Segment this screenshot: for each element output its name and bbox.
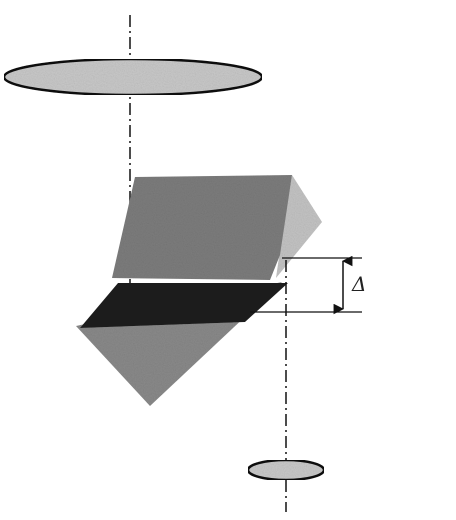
lower-lens bbox=[246, 458, 326, 482]
prism-interface-band bbox=[80, 283, 288, 328]
upper-prism-side-face bbox=[276, 175, 322, 278]
upper-lens bbox=[2, 57, 264, 97]
delta-label: Δ bbox=[351, 272, 366, 296]
upper-prism-front-face bbox=[112, 175, 292, 280]
